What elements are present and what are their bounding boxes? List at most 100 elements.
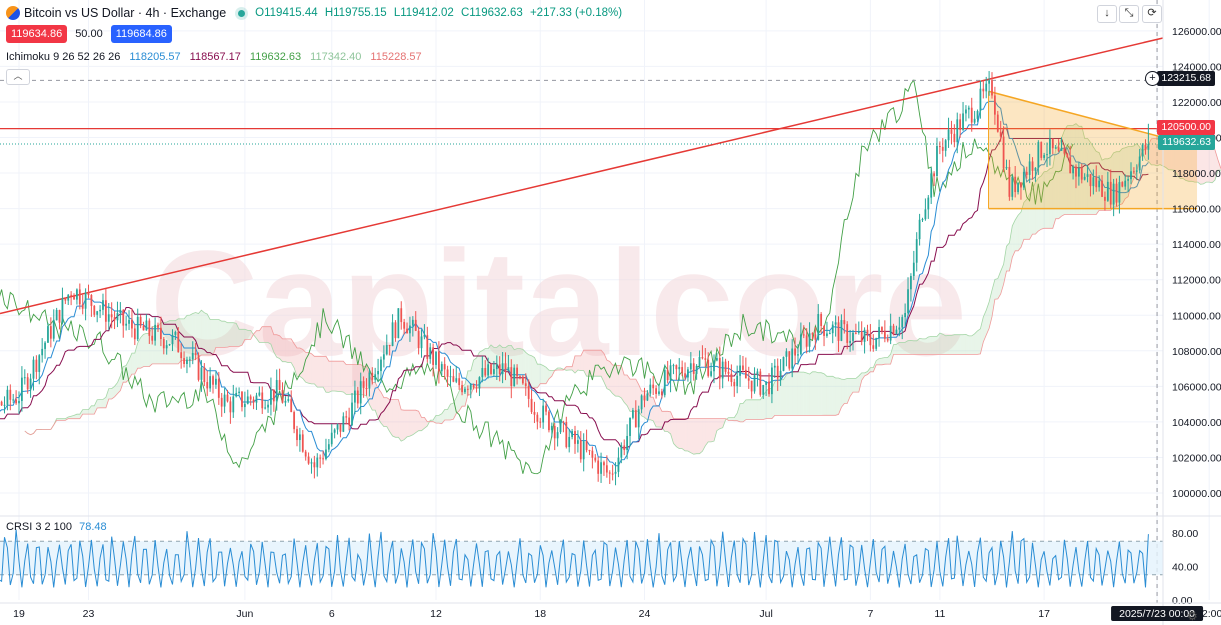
cloud-segment [702,418,706,452]
cloud-segment [143,333,147,367]
cloud-segment [230,322,234,347]
candle-body [1022,171,1025,188]
cloud-segment [79,409,83,419]
cloud-segment [974,330,978,355]
candle-body [469,384,472,390]
candle-body [840,320,843,341]
cloud-segment [1200,142,1204,185]
cloud-segment [1183,140,1187,181]
y-axis-tick-label: 100000.00 [1172,488,1221,500]
candle-body [136,316,139,340]
candle-body [174,331,177,335]
candle-body [895,329,898,334]
candle-body [658,391,660,394]
fullscreen-icon[interactable]: ⤡ [1119,5,1139,23]
download-icon[interactable]: ↓ [1097,5,1117,23]
candle-body [478,377,481,389]
cloud-segment [105,388,109,408]
cloud-segment [742,399,746,422]
cloud-segment [250,330,254,340]
candle-body [374,374,377,380]
candle-body [886,338,889,341]
cloud-segment [853,378,856,393]
cloud-segment [829,376,833,416]
candle-body [637,409,640,428]
symbol-title[interactable]: Bitcoin vs US Dollar · 4h · Exchange [24,6,227,20]
cloud-segment [893,344,897,355]
candle-body [64,298,67,301]
cloud-segment [505,345,509,388]
candle-body [794,348,796,356]
cloud-segment [748,399,752,420]
cloud-segment [233,322,237,347]
candle-body [104,300,107,322]
candle-body [834,322,837,325]
candle-body [817,314,820,340]
watermark-logo: Capitalcore [150,219,967,387]
cloud-segment [569,366,573,371]
crsi-pane: 80.00 40.00 0.00 [0,528,1198,607]
candle-body [663,369,666,396]
candle-body [301,434,304,452]
buy-button[interactable]: 119684.86 [110,25,172,43]
candle-body [365,387,368,389]
add-alert-icon[interactable]: + [1145,71,1160,86]
cloud-segment [438,413,442,424]
cloud-segment [404,410,408,440]
candle-body [718,358,721,379]
cloud-segment [965,334,969,355]
candle-body [814,334,817,340]
sell-button[interactable]: 119634.86 [6,25,68,43]
cloud-segment [803,372,807,416]
grid-lines [0,0,1210,600]
reset-icon[interactable]: ⟳ [1142,5,1162,23]
y-axis-tick-label: 118000.00 [1172,168,1221,180]
candle-body [892,325,895,334]
candle-body [107,314,110,322]
candle-body [1124,180,1127,187]
settings-gear-icon[interactable]: ⚙ [1187,609,1198,623]
candle-body [417,330,420,349]
candle-body [521,376,524,384]
candle-body [99,309,101,312]
cloud-segment [824,373,827,416]
ichimoku-legend[interactable]: Ichimoku 9 26 52 26 26 118205.57 118567.… [6,51,428,63]
candle-body [452,376,455,382]
cloud-segment [939,333,943,355]
candle-body [1118,182,1121,203]
candle-body [345,416,348,418]
candle-body [1135,170,1138,172]
candle-body [490,364,492,374]
candle-body [765,381,768,385]
cloud-segment [618,365,622,398]
candle-body [950,129,953,134]
candle-body [791,348,794,369]
cloud-segment [537,364,541,388]
cloud-segment [276,334,280,359]
candle-body [487,364,490,376]
cloud-segment [997,271,1001,299]
candle-body [165,345,168,349]
candle-body [356,390,359,404]
candle-body [1049,138,1051,155]
collapse-indicators-button[interactable]: ︿ [6,69,30,85]
candle-body [168,344,171,346]
crsi-legend[interactable]: CRSI 3 2 100 78.48 [6,521,107,533]
candle-body [1104,196,1106,201]
cloud-segment [812,371,816,416]
candle-body [38,355,41,372]
cloud-segment [1154,138,1158,166]
low-value: L119412.02 [393,7,454,19]
cloud-segment [314,356,318,388]
candle-body [1086,174,1089,177]
candle-body [458,378,461,386]
cloud-segment [192,312,196,361]
cloud-segment [963,334,966,355]
candle-body [385,344,388,355]
ohlc-values: O119415.44 H119755.15 L119412.02 C119632… [255,7,626,19]
cloud-segment [97,399,101,408]
cloud-segment [800,372,804,416]
candle-body [689,363,692,370]
x-axis-tick-label: 12 [430,608,442,620]
